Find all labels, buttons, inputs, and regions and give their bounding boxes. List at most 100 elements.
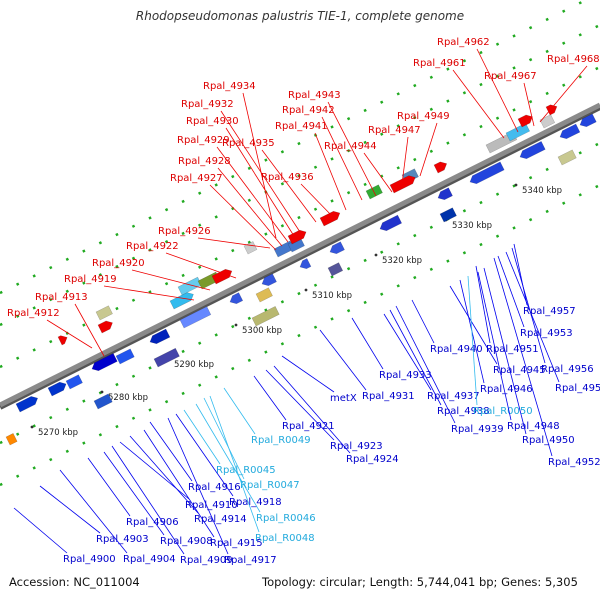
gene-shape <box>243 241 258 255</box>
gene-shape <box>299 258 312 270</box>
gene-label: Rpal_4921 <box>282 421 335 432</box>
gene-feature <box>65 374 83 390</box>
gene-shape <box>153 347 180 368</box>
leader-line <box>225 127 295 237</box>
gene-label: Rpal_4948 <box>507 421 560 432</box>
leader-line <box>183 409 221 465</box>
gene-shape <box>179 306 212 329</box>
kbp-tick-label: 5280 kbp <box>108 393 148 403</box>
gene-shape <box>5 433 18 446</box>
gene-label: Rpal_4903 <box>96 534 149 545</box>
gene-feature <box>433 161 448 174</box>
gene-label: Rpal_4936 <box>261 172 314 183</box>
leader-line <box>411 299 435 344</box>
leader-line <box>46 319 93 349</box>
kbp-tick-label: 5300 kbp <box>242 326 282 336</box>
gene-label: Rpal_4939 <box>451 424 504 435</box>
leader-line <box>216 146 289 243</box>
gene-label: Rpal_4906 <box>126 517 179 528</box>
leader-line <box>74 303 105 357</box>
gene-label: Rpal_4953 <box>520 328 573 339</box>
leader-line <box>175 413 234 497</box>
gene-feature <box>539 114 556 129</box>
gene-label: Rpal_4904 <box>123 554 176 565</box>
gene-shape <box>65 374 83 390</box>
gene-shape <box>255 287 273 303</box>
gene-feature <box>15 396 39 413</box>
leader-line <box>505 251 560 383</box>
leader-line <box>513 243 528 306</box>
leader-line <box>511 247 546 364</box>
leader-line <box>209 395 260 533</box>
gene-shape <box>559 123 581 140</box>
leader-line <box>467 275 478 406</box>
gene-shape <box>177 276 203 296</box>
gene-feature <box>177 276 203 296</box>
gene-label: Rpal_4968 <box>547 54 600 65</box>
kbp-tick-mark <box>100 390 104 394</box>
leader-line <box>223 387 256 435</box>
gene-shape <box>95 305 113 321</box>
gene-label: Rpal_4934 <box>203 81 256 92</box>
gene-shape <box>539 114 556 129</box>
leader-line <box>149 421 193 482</box>
kbp-tick-mark <box>514 183 518 187</box>
genome-title: Rhodopseudomonas palustris TIE-1, comple… <box>135 9 465 23</box>
gene-label: Rpal_4938 <box>437 406 490 417</box>
gene-label: Rpal_4931 <box>362 391 415 402</box>
gene-feature <box>153 347 180 368</box>
gene-shape <box>329 241 345 255</box>
leader-line <box>363 152 393 193</box>
gene-feature <box>97 320 113 334</box>
gene-feature <box>519 141 546 160</box>
gene-label: Rpal_4922 <box>126 241 179 252</box>
gene-feature <box>261 273 277 287</box>
leader-line <box>483 267 527 435</box>
gene-feature <box>93 393 113 410</box>
gene-feature <box>57 335 68 346</box>
kbp-tick-mark <box>374 253 378 257</box>
backbone <box>0 102 600 408</box>
leader-line <box>523 82 535 127</box>
leader-line <box>217 167 283 247</box>
gene-shape <box>437 187 453 201</box>
gene-shape <box>389 175 416 194</box>
leader-line <box>319 329 367 391</box>
gene-feature <box>437 187 453 201</box>
gene-shape <box>545 104 558 116</box>
gene-shape <box>433 161 448 174</box>
gene-feature <box>379 214 403 232</box>
gene-shape <box>115 348 135 365</box>
gene-feature <box>47 381 67 397</box>
guide-row-0 <box>0 0 589 295</box>
guide-row-3 <box>0 141 600 445</box>
gene-shape <box>379 214 403 232</box>
gene-label: Rpal_4935 <box>222 138 275 149</box>
gene-label: Rpal_4942 <box>282 105 335 116</box>
kbp-tick-mark <box>234 323 238 327</box>
gene-feature <box>243 241 258 255</box>
gene-feature <box>319 211 341 227</box>
gene-label: Rpal_4920 <box>92 258 145 269</box>
gene-label: Rpal_R0046 <box>256 513 316 524</box>
gene-feature <box>389 175 416 194</box>
leader-line <box>383 313 432 391</box>
gene-shape <box>229 292 244 305</box>
gene-label: Rpal_4910 <box>185 500 238 511</box>
gene-shape <box>97 320 113 334</box>
kbp-tick-label: 5310 kbp <box>312 291 352 301</box>
gene-label: Rpal_4950 <box>522 435 575 446</box>
gene-label: Rpal_4937 <box>427 391 480 402</box>
kbp-tick-label: 5270 kbp <box>38 428 78 438</box>
gene-feature <box>545 104 558 116</box>
gene-label: Rpal_4952 <box>548 457 600 468</box>
kbp-tick-mark <box>304 288 308 292</box>
kbp-tick-label: 5340 kbp <box>522 186 562 196</box>
leader-line <box>314 132 347 211</box>
leader-line <box>59 469 128 554</box>
gene-feature <box>559 123 581 140</box>
guide-row-4 <box>0 183 600 487</box>
gene-shape <box>211 269 233 285</box>
leader-line <box>327 101 377 197</box>
